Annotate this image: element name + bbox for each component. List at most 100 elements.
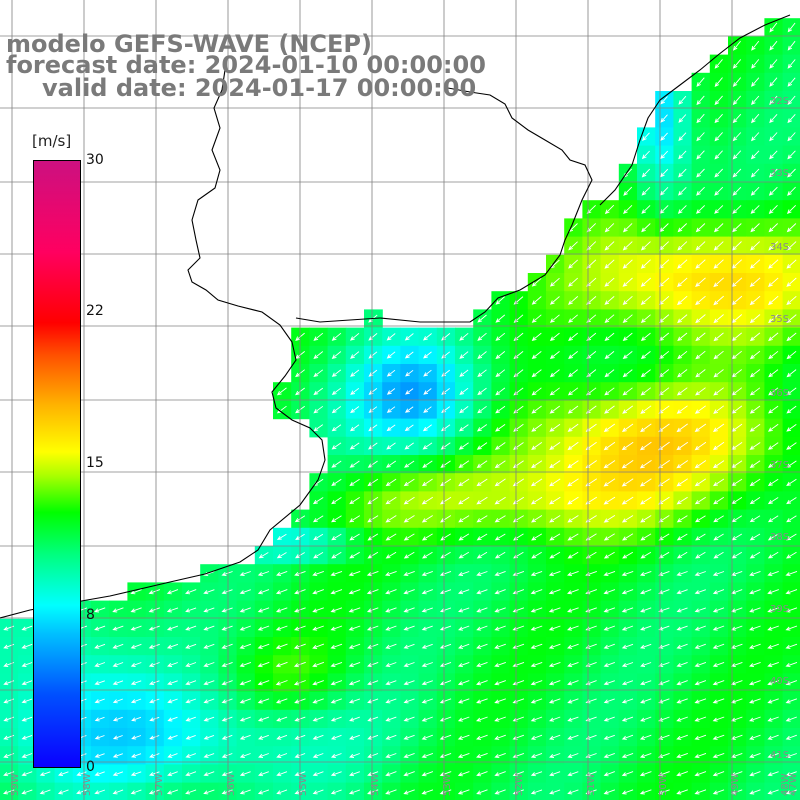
wind-arrow <box>604 204 615 215</box>
wind-arrow <box>621 589 634 595</box>
wind-arrow <box>530 661 543 668</box>
latitude-label: 36S <box>770 388 789 399</box>
wind-arrow <box>786 387 797 396</box>
wind-arrow <box>331 424 342 432</box>
wind-arrow <box>713 259 724 269</box>
wind-arrow <box>331 332 342 341</box>
wind-arrow <box>658 752 670 759</box>
wind-arrow <box>676 387 688 396</box>
wind-arrow <box>548 625 561 631</box>
wind-arrow <box>676 643 688 649</box>
wind-arrow <box>530 589 543 595</box>
wind-arrow <box>476 789 488 795</box>
wind-arrow <box>422 442 433 450</box>
wind-arrow <box>621 752 634 759</box>
wind-arrow <box>276 570 288 577</box>
wind-arrow <box>731 314 743 324</box>
wind-arrow <box>458 643 470 649</box>
wind-arrow <box>21 753 33 758</box>
wind-arrow <box>331 533 342 541</box>
wind-arrow <box>513 533 524 541</box>
wind-arrow <box>568 241 578 251</box>
wind-arrow <box>714 150 723 160</box>
wind-arrow <box>768 369 779 378</box>
wind-arrow <box>604 405 615 414</box>
wind-arrow <box>549 716 561 722</box>
wind-arrow <box>313 369 324 378</box>
wind-arrow <box>749 789 761 795</box>
wind-arrow <box>331 351 342 359</box>
colorbar-tick-30: 30 <box>86 152 104 168</box>
wind-arrow <box>94 771 105 777</box>
wind-arrow <box>603 716 615 722</box>
wind-arrow <box>676 571 688 577</box>
wind-arrow <box>658 589 670 595</box>
wind-arrow <box>331 460 342 468</box>
wind-arrow <box>148 589 161 595</box>
wind-arrow <box>531 423 542 432</box>
colorbar-unit: [m/s] <box>32 132 72 150</box>
wind-arrow <box>768 405 779 414</box>
wind-arrow <box>94 643 106 649</box>
wind-arrow <box>658 789 670 795</box>
wind-arrow <box>476 496 488 505</box>
wind-arrow <box>348 589 361 595</box>
wind-arrow <box>639 478 652 487</box>
wind-arrow <box>603 643 615 649</box>
wind-arrow <box>768 186 778 196</box>
wind-arrow <box>112 662 124 667</box>
wind-arrow <box>367 533 379 541</box>
wind-arrow <box>258 734 269 740</box>
wind-arrow <box>732 59 742 69</box>
wind-arrow <box>312 589 324 595</box>
wind-arrow <box>477 387 487 396</box>
wind-arrow <box>750 168 760 178</box>
wind-arrow <box>221 643 233 649</box>
wind-arrow <box>275 625 288 631</box>
wind-arrow <box>641 168 651 178</box>
wind-arrow <box>786 241 797 251</box>
wind-arrow <box>94 625 106 631</box>
wind-arrow <box>221 771 233 777</box>
wind-arrow <box>203 643 215 649</box>
wind-arrow <box>769 95 778 105</box>
wind-arrow <box>476 571 488 576</box>
wind-arrow <box>603 734 615 740</box>
wind-arrow <box>603 607 616 613</box>
wind-arrow <box>712 460 725 469</box>
wind-arrow <box>331 442 342 450</box>
wind-arrow <box>257 680 270 686</box>
wind-arrow <box>676 533 688 541</box>
wind-arrow <box>477 351 487 359</box>
wind-arrow <box>694 589 706 595</box>
wind-arrow <box>769 132 778 142</box>
wind-arrow <box>349 734 360 740</box>
wind-arrow <box>367 680 379 686</box>
wind-arrow <box>386 406 396 413</box>
wind-arrow <box>313 351 324 359</box>
wind-arrow <box>694 661 707 668</box>
wind-arrow <box>658 643 670 649</box>
wind-arrow <box>786 497 797 505</box>
wind-arrow <box>130 771 142 777</box>
wind-arrow <box>404 351 414 359</box>
wind-arrow <box>275 589 288 595</box>
wind-arrow <box>331 478 342 486</box>
wind-arrow <box>531 515 543 523</box>
wind-arrow <box>130 698 142 704</box>
wind-arrow <box>567 423 579 432</box>
wind-arrow <box>421 607 433 613</box>
wind-arrow <box>330 789 342 795</box>
wind-arrow <box>76 771 87 777</box>
wind-arrow <box>458 607 470 613</box>
wind-arrow <box>694 423 707 433</box>
wind-arrow <box>658 625 670 631</box>
wind-arrow <box>567 496 579 505</box>
wind-arrow <box>313 533 324 541</box>
wind-arrow <box>476 771 488 777</box>
wind-arrow <box>94 716 105 722</box>
wind-arrow <box>658 570 670 577</box>
wind-arrow <box>714 186 724 196</box>
longitude-label: 49W <box>730 773 741 796</box>
wind-arrow <box>331 369 342 377</box>
